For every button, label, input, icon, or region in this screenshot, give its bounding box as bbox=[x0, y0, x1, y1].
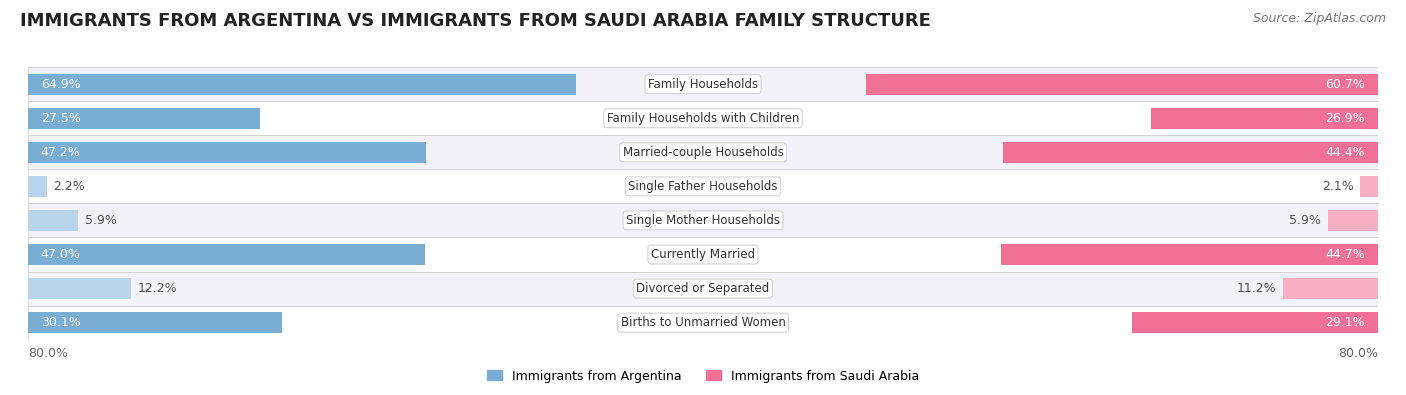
Text: 5.9%: 5.9% bbox=[1289, 214, 1322, 227]
Bar bbox=[1284, 278, 1378, 299]
Bar bbox=[28, 306, 1378, 340]
Text: Family Households with Children: Family Households with Children bbox=[607, 112, 799, 125]
Text: 44.4%: 44.4% bbox=[1326, 146, 1365, 159]
Bar bbox=[1329, 210, 1378, 231]
Bar bbox=[28, 312, 283, 333]
Text: 44.7%: 44.7% bbox=[1326, 248, 1365, 261]
Text: 80.0%: 80.0% bbox=[1339, 346, 1378, 359]
Text: Single Mother Households: Single Mother Households bbox=[626, 214, 780, 227]
Text: 30.1%: 30.1% bbox=[41, 316, 80, 329]
Text: 26.9%: 26.9% bbox=[1326, 112, 1365, 125]
Text: Currently Married: Currently Married bbox=[651, 248, 755, 261]
Bar bbox=[28, 169, 1378, 203]
Text: 27.5%: 27.5% bbox=[41, 112, 80, 125]
Text: 60.7%: 60.7% bbox=[1326, 78, 1365, 91]
Bar bbox=[1001, 244, 1378, 265]
Text: Divorced or Separated: Divorced or Separated bbox=[637, 282, 769, 295]
Text: 47.0%: 47.0% bbox=[41, 248, 80, 261]
Bar bbox=[28, 101, 1378, 135]
Text: 2.2%: 2.2% bbox=[53, 180, 86, 193]
Text: Single Father Households: Single Father Households bbox=[628, 180, 778, 193]
Text: 29.1%: 29.1% bbox=[1326, 316, 1365, 329]
Text: 64.9%: 64.9% bbox=[41, 78, 80, 91]
Text: 80.0%: 80.0% bbox=[28, 346, 67, 359]
Bar bbox=[1004, 142, 1378, 163]
Bar bbox=[28, 73, 575, 95]
Text: 5.9%: 5.9% bbox=[84, 214, 117, 227]
Bar bbox=[28, 244, 425, 265]
Text: Source: ZipAtlas.com: Source: ZipAtlas.com bbox=[1253, 12, 1386, 25]
Text: Births to Unmarried Women: Births to Unmarried Women bbox=[620, 316, 786, 329]
Text: 12.2%: 12.2% bbox=[138, 282, 177, 295]
Bar bbox=[1152, 108, 1378, 129]
Text: IMMIGRANTS FROM ARGENTINA VS IMMIGRANTS FROM SAUDI ARABIA FAMILY STRUCTURE: IMMIGRANTS FROM ARGENTINA VS IMMIGRANTS … bbox=[20, 12, 931, 30]
Bar bbox=[28, 67, 1378, 101]
Bar bbox=[28, 278, 131, 299]
Bar bbox=[28, 272, 1378, 306]
Bar bbox=[28, 108, 260, 129]
Text: Married-couple Households: Married-couple Households bbox=[623, 146, 783, 159]
Legend: Immigrants from Argentina, Immigrants from Saudi Arabia: Immigrants from Argentina, Immigrants fr… bbox=[486, 369, 920, 382]
Text: Family Households: Family Households bbox=[648, 78, 758, 91]
Bar bbox=[866, 73, 1378, 95]
Bar bbox=[1360, 176, 1378, 197]
Text: 47.2%: 47.2% bbox=[41, 146, 80, 159]
Bar bbox=[1132, 312, 1378, 333]
Text: 2.1%: 2.1% bbox=[1322, 180, 1354, 193]
Bar bbox=[28, 210, 77, 231]
Text: 11.2%: 11.2% bbox=[1237, 282, 1277, 295]
Bar bbox=[28, 237, 1378, 272]
Bar bbox=[28, 142, 426, 163]
Bar bbox=[28, 203, 1378, 237]
Bar bbox=[28, 135, 1378, 169]
Bar bbox=[28, 176, 46, 197]
